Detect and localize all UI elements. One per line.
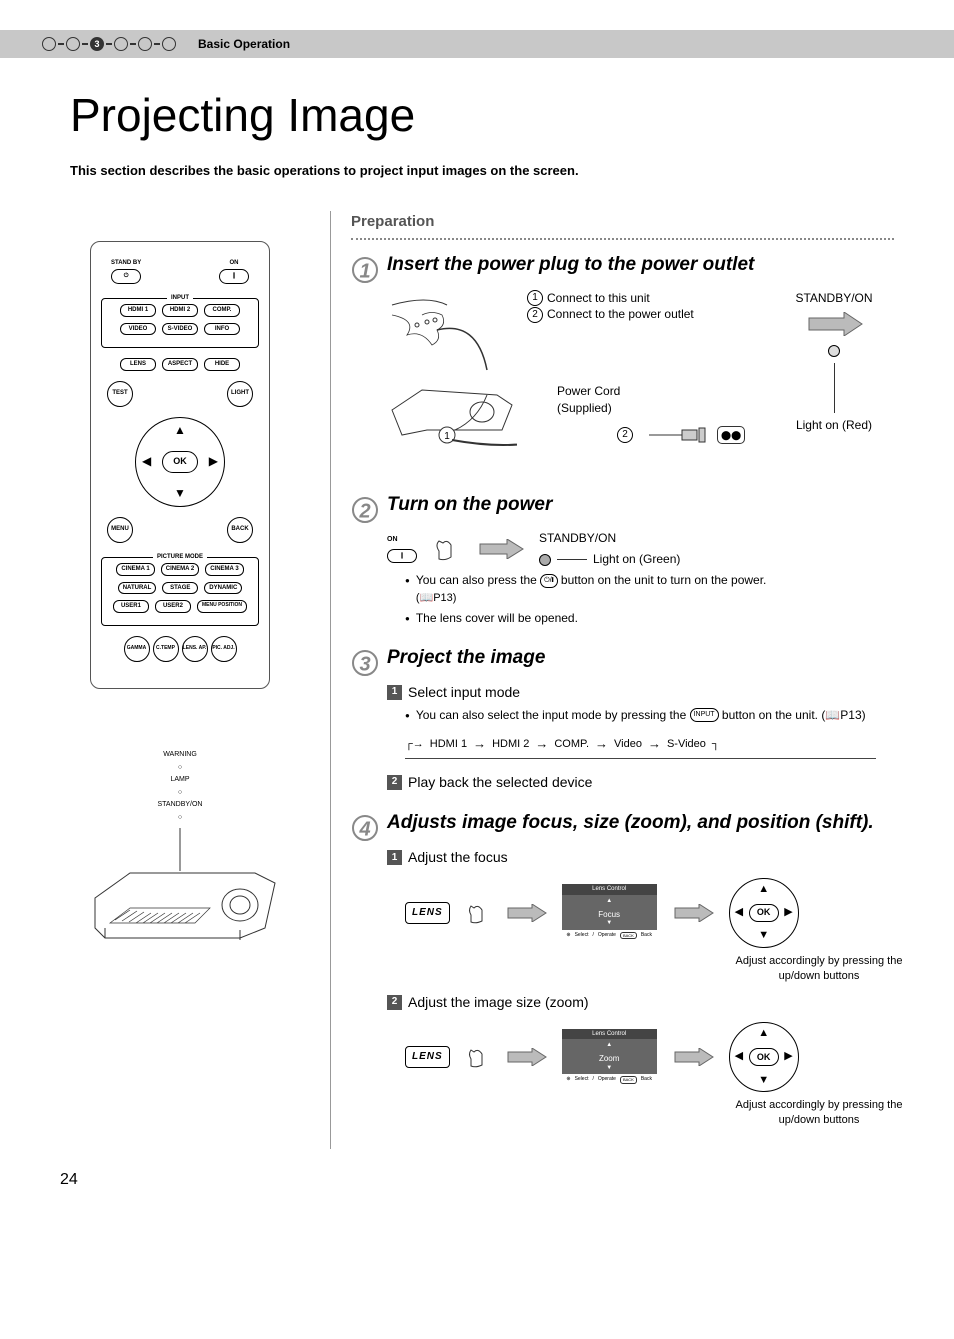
- arrow-icon: [504, 1048, 548, 1066]
- page-title: Projecting Image: [70, 83, 894, 147]
- hand-press-icon: [464, 901, 490, 925]
- arrow-icon: [671, 904, 715, 922]
- lens-button-box: LENS: [405, 1046, 450, 1068]
- header-bar: 3 Basic Operation: [0, 30, 954, 58]
- hand-press-icon: [431, 535, 461, 563]
- svg-text:4: 4: [358, 818, 370, 840]
- page-number: 24: [60, 1169, 894, 1191]
- adjust-note: Adjust accordingly by pressing the up/do…: [734, 954, 904, 985]
- projector-outline-icon: [80, 828, 280, 948]
- projector-illustration: WARNING ○ LAMP ○ STANDBY/ON ○: [80, 749, 280, 949]
- svg-text:3: 3: [359, 653, 370, 675]
- ok-pad: ▲▼ ◀▶ OK: [729, 878, 799, 948]
- arrow-icon: [671, 1048, 715, 1066]
- bullet-note: The lens cover will be opened.: [405, 610, 894, 627]
- on-button: ❙: [219, 269, 249, 284]
- hdmi1-button: HDMI 1: [120, 304, 156, 317]
- svg-text:2: 2: [358, 501, 370, 523]
- step-1-icon: 1: [351, 256, 379, 284]
- zoom-screen: Lens Control Zoom ⊕Select/Operate BACKBa…: [562, 1029, 657, 1086]
- hdmi2-button: HDMI 2: [162, 304, 198, 317]
- bullet-note: You can also select the input mode by pr…: [405, 707, 894, 724]
- svg-text:1: 1: [359, 260, 370, 282]
- info-button: INFO: [204, 323, 240, 336]
- arrow-icon: [475, 539, 525, 559]
- step-2-title: Turn on the power: [387, 494, 552, 516]
- on-button-icon: ❙: [387, 549, 417, 564]
- svg-text:1: 1: [444, 431, 450, 442]
- ok-pad: ▲▼ ◀▶ OK: [729, 1022, 799, 1092]
- input-chain: ┌→ HDMI 1→ HDMI 2→ COMP.→ Video→ S-Video…: [405, 735, 894, 753]
- arrow-icon: [504, 904, 548, 922]
- ok-ring: ▲ ▼ ◀ ▶ OK: [135, 417, 225, 507]
- section-label: Basic Operation: [198, 36, 290, 53]
- plug-connector-icon: [647, 425, 707, 445]
- step-2-icon: 2: [351, 496, 379, 524]
- step-indicator: 3: [40, 37, 178, 51]
- standby-button: ⏻: [111, 269, 141, 284]
- hand-press-icon: [464, 1045, 490, 1069]
- focus-screen: Lens Control Focus ⊕Select/Operate BACKB…: [562, 884, 657, 941]
- video-button: VIDEO: [120, 323, 156, 336]
- hide-button: HIDE: [204, 358, 240, 371]
- step-3-icon: 3: [351, 649, 379, 677]
- svideo-button: S-VIDEO: [162, 323, 198, 336]
- lens-button: LENS: [120, 358, 156, 371]
- dotted-divider: [351, 238, 894, 240]
- bullet-note: You can also press the ⏻/❙ button on the…: [405, 572, 894, 606]
- adjust-note: Adjust accordingly by pressing the up/do…: [734, 1098, 904, 1129]
- arrow-icon: [804, 312, 864, 336]
- light-button: LIGHT: [227, 381, 253, 407]
- plug-diagram-icon: 1: [387, 290, 517, 470]
- preparation-heading: Preparation: [351, 211, 894, 232]
- lens-button-box: LENS: [405, 902, 450, 924]
- step-1-title: Insert the power plug to the power outle…: [387, 254, 754, 276]
- intro-text: This section describes the basic operati…: [70, 162, 894, 180]
- remote-illustration: STAND BY ⏻ ON ❙ INPUT HDMI 1 HDMI 2 COMP…: [90, 241, 270, 689]
- power-icon: ⏻/❙: [540, 574, 557, 588]
- step-4-title: Adjusts image focus, size (zoom), and po…: [387, 812, 874, 834]
- standby-label: STANDBY/ON: [774, 290, 894, 307]
- menu-button: MENU: [107, 517, 133, 543]
- step-3-title: Project the image: [387, 647, 545, 669]
- ok-button: OK: [162, 451, 198, 473]
- light-red-label: Light on (Red): [774, 417, 894, 434]
- input-icon: INPUT: [690, 708, 719, 722]
- test-button: TEST: [107, 381, 133, 407]
- aspect-button: ASPECT: [162, 358, 198, 371]
- comp-button: COMP.: [204, 304, 240, 317]
- back-button: BACK: [227, 517, 253, 543]
- step-4-icon: 4: [351, 814, 379, 842]
